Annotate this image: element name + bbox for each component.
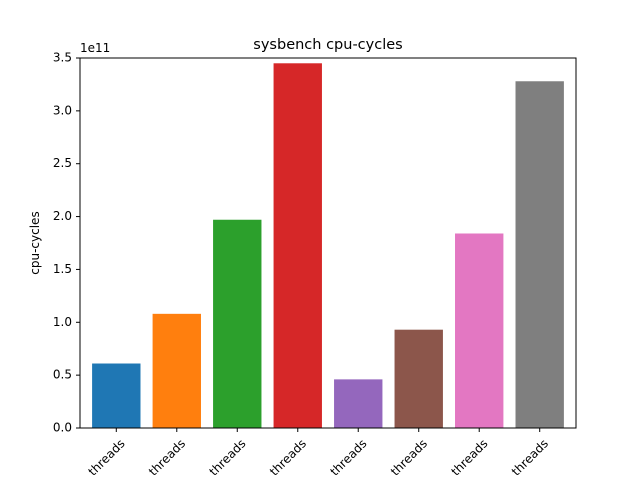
bar-5 xyxy=(334,379,383,428)
y-tick-label: 2.5 xyxy=(53,156,72,170)
y-tick-label: 0.5 xyxy=(53,368,72,382)
bar-1 xyxy=(92,363,141,428)
bar-2 xyxy=(152,313,201,428)
bar-6 xyxy=(394,329,443,428)
bar-4 xyxy=(273,63,322,428)
y-ticks-group: 0.0 0.5 1.0 1.5 2.0 2.5 3.0 3.5 xyxy=(53,51,80,435)
y-tick-label: 2.0 xyxy=(53,209,72,223)
y-offset-label: 1e11 xyxy=(80,41,110,55)
plot-frame xyxy=(79,57,577,429)
bar-3 xyxy=(213,219,262,428)
y-tick-label: 1.5 xyxy=(53,262,72,276)
y-tick-label: 0.0 xyxy=(53,421,72,435)
y-tick-label: 1.0 xyxy=(53,315,72,329)
y-tick-label: 3.0 xyxy=(53,103,72,117)
bar-8 xyxy=(515,81,564,428)
y-tick-label: 3.5 xyxy=(53,51,72,65)
y-axis-label: cpu-cycles xyxy=(28,211,42,274)
chart-title: sysbench cpu-cycles xyxy=(253,37,402,53)
bar-7 xyxy=(455,233,504,428)
bars-group xyxy=(92,63,564,428)
